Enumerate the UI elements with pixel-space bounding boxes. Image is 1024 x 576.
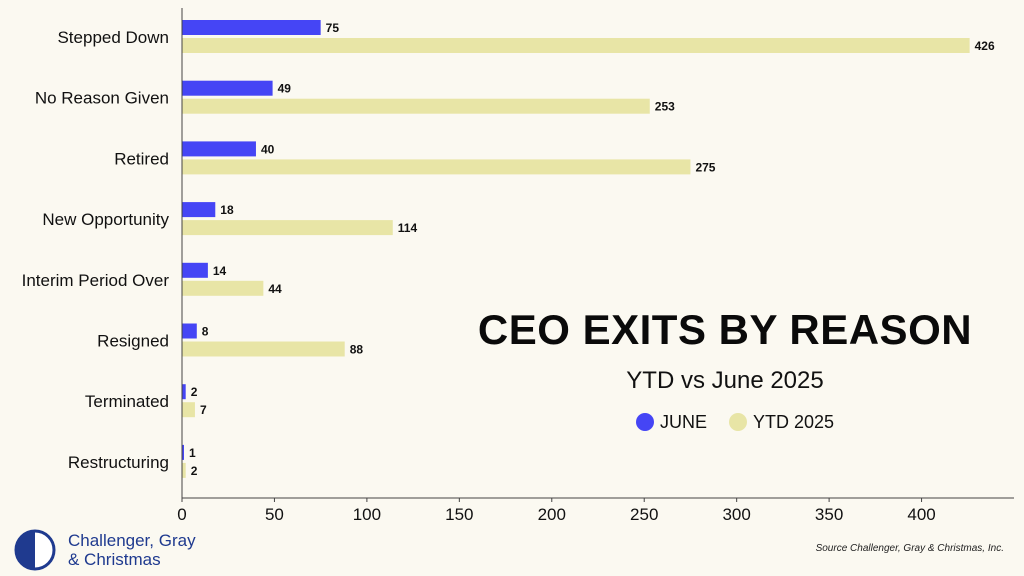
- data-label-june-new-opportunity: 18: [220, 203, 234, 217]
- company-logo: Challenger, Gray & Christmas: [14, 529, 196, 571]
- legend-swatch-ytd: [729, 413, 748, 431]
- bar-ytd-2025-no-reason-given: [182, 98, 650, 114]
- category-label-new-opportunity: New Opportunity: [42, 210, 169, 229]
- category-label-terminated: Terminated: [85, 392, 169, 411]
- bar-june-no-reason-given: [182, 80, 273, 96]
- x-tick-label-100: 100: [353, 505, 381, 524]
- bar-june-stepped-down: [182, 20, 321, 35]
- x-tick-label-150: 150: [445, 505, 473, 524]
- data-label-ytd-2025-retired: 275: [695, 160, 715, 174]
- x-tick-label-50: 50: [265, 505, 284, 524]
- legend-label-june: JUNE: [660, 411, 708, 432]
- legend: JUNE YTD 2025: [636, 410, 834, 434]
- category-label-restructuring: Restructuring: [68, 453, 169, 472]
- x-tick-label-350: 350: [815, 505, 843, 524]
- logo-text: Challenger, Gray & Christmas: [68, 531, 196, 569]
- data-label-june-terminated: 2: [191, 385, 198, 399]
- data-label-ytd-2025-restructuring: 2: [191, 464, 198, 478]
- bar-ytd-2025-resigned: [182, 341, 345, 357]
- bar-ytd-2025-restructuring: [182, 462, 186, 478]
- data-label-ytd-2025-terminated: 7: [200, 403, 207, 417]
- data-label-ytd-2025-interim-period-over: 44: [268, 282, 282, 296]
- legend-item-ytd: YTD 2025: [729, 412, 834, 433]
- bar-june-restructuring: [182, 444, 184, 460]
- bar-ytd-2025-new-opportunity: [182, 220, 393, 236]
- category-label-interim-period-over: Interim Period Over: [22, 271, 170, 290]
- chart-title: CEO EXITS BY REASON: [477, 306, 973, 353]
- x-tick-label-400: 400: [907, 505, 935, 524]
- source-note: Source Challenger, Gray & Christmas, Inc…: [815, 543, 1004, 554]
- x-tick-label-300: 300: [722, 505, 750, 524]
- bar-june-retired: [182, 141, 256, 157]
- data-label-ytd-2025-no-reason-given: 253: [655, 100, 675, 114]
- bar-ytd-2025-terminated: [182, 402, 195, 418]
- data-label-june-restructuring: 1: [189, 446, 196, 460]
- category-label-retired: Retired: [114, 149, 169, 168]
- chart-title-block: CEO EXITS BY REASON YTD vs June 2025: [470, 306, 980, 396]
- bar-ytd-2025-interim-period-over: [182, 280, 264, 296]
- data-label-ytd-2025-stepped-down: 426: [975, 39, 995, 53]
- x-tick-label-0: 0: [177, 505, 186, 524]
- data-label-ytd-2025-new-opportunity: 114: [398, 221, 418, 235]
- bar-june-new-opportunity: [182, 202, 216, 218]
- data-label-june-stepped-down: 75: [326, 21, 340, 35]
- legend-swatch-june: [636, 413, 654, 431]
- legend-item-june: JUNE: [636, 412, 707, 433]
- data-label-june-no-reason-given: 49: [278, 82, 292, 96]
- chart-subtitle: YTD vs June 2025: [626, 367, 824, 394]
- logo-text-line2: & Christmas: [68, 550, 161, 569]
- data-label-ytd-2025-resigned: 88: [350, 343, 364, 357]
- bar-ytd-2025-stepped-down: [182, 38, 970, 53]
- bar-june-interim-period-over: [182, 262, 208, 278]
- logo-text-line1: Challenger, Gray: [68, 531, 196, 550]
- bar-ytd-2025-retired: [182, 159, 691, 175]
- logo-mark-icon: [14, 529, 56, 571]
- category-label-stepped-down: Stepped Down: [57, 28, 169, 47]
- category-label-resigned: Resigned: [97, 332, 169, 351]
- bar-june-terminated: [182, 384, 186, 400]
- x-tick-label-200: 200: [538, 505, 566, 524]
- data-label-june-interim-period-over: 14: [213, 264, 227, 278]
- bar-june-resigned: [182, 323, 197, 339]
- data-label-june-resigned: 8: [202, 325, 209, 339]
- legend-label-ytd: YTD 2025: [753, 411, 835, 432]
- x-tick-label-250: 250: [630, 505, 658, 524]
- data-label-june-retired: 40: [261, 142, 275, 156]
- category-label-no-reason-given: No Reason Given: [35, 89, 169, 108]
